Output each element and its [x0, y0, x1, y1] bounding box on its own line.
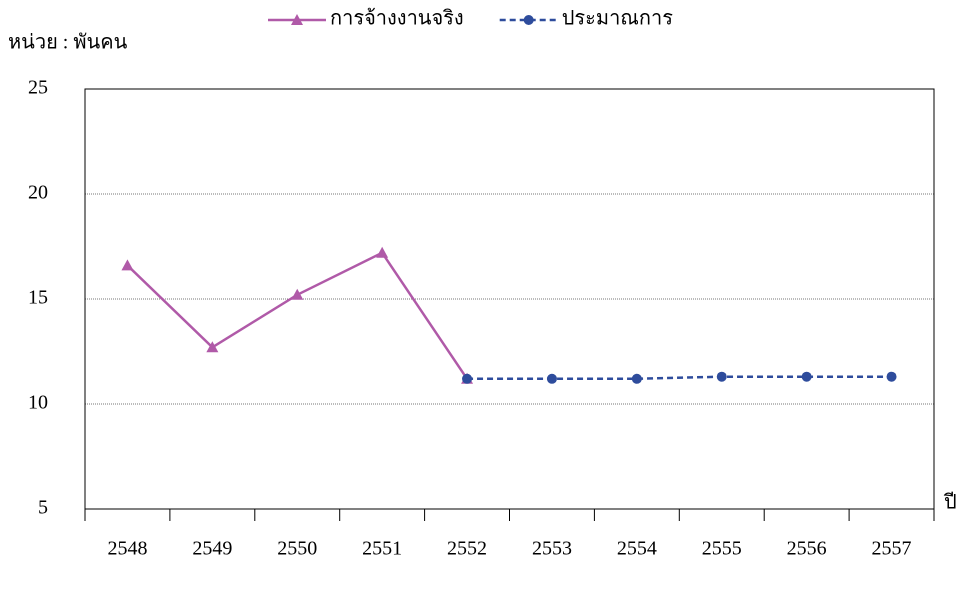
legend-label: ประมาณการ [562, 8, 673, 30]
marker [801, 371, 812, 382]
series-line [126, 251, 469, 380]
series-line [467, 375, 892, 381]
x-tick-label: 2557 [872, 538, 912, 560]
marker [716, 371, 727, 382]
x-tick-label: 2556 [787, 538, 827, 560]
marker [206, 341, 219, 353]
marker [462, 373, 473, 384]
marker [631, 373, 642, 384]
x-tick-label: 2548 [107, 538, 147, 560]
x-tick-label: 2555 [702, 538, 742, 560]
x-tick-label: 2549 [192, 538, 232, 560]
legend-marker [523, 15, 534, 25]
legend-marker [291, 14, 303, 25]
y-tick-label: 25 [28, 77, 48, 99]
x-tick-label: 2552 [447, 538, 487, 560]
y-axis-label: หน่วย : พันคน [8, 32, 128, 54]
x-tick-label: 2554 [617, 538, 657, 560]
x-tick-label: 2550 [277, 538, 317, 560]
x-tick-label: 2553 [532, 538, 572, 560]
y-tick-label: 5 [38, 497, 48, 519]
y-tick-label: 10 [28, 392, 48, 414]
marker [291, 288, 304, 300]
x-tick-label: 2551 [362, 538, 402, 560]
marker [121, 259, 134, 271]
marker [886, 371, 897, 382]
x-axis-label: ปี [944, 492, 957, 514]
legend-label: การจ้างงานจริง [330, 8, 464, 30]
y-tick-label: 15 [28, 287, 48, 309]
y-tick-label: 20 [28, 182, 48, 204]
marker [376, 246, 389, 258]
marker [546, 373, 557, 384]
